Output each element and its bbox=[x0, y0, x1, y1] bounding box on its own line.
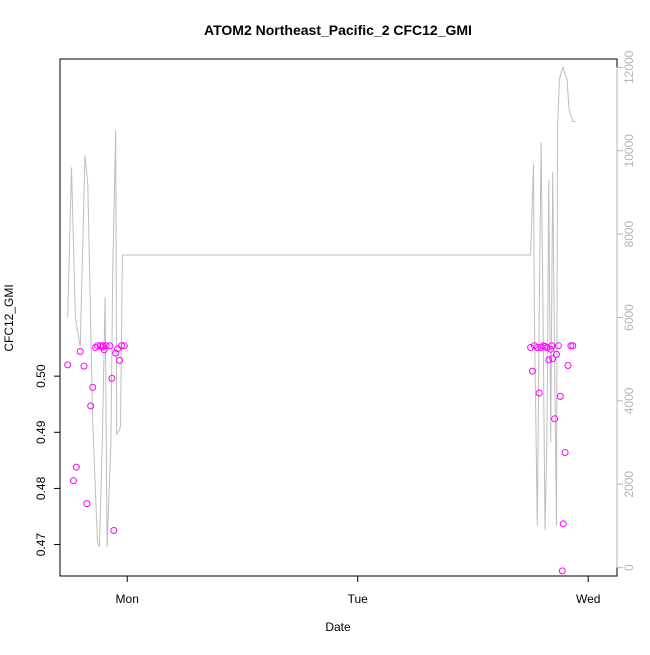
data-point bbox=[83, 500, 91, 508]
data-point bbox=[558, 567, 566, 575]
y2-tick-label: 2000 bbox=[622, 471, 636, 498]
data-point bbox=[106, 342, 114, 350]
data-point bbox=[559, 520, 567, 528]
data-point bbox=[553, 350, 560, 358]
data-point bbox=[118, 342, 125, 350]
data-point bbox=[543, 344, 551, 351]
y-tick-label: 0.49 bbox=[34, 420, 48, 444]
series-points-layer bbox=[64, 342, 577, 575]
y2-tick-label: 0 bbox=[622, 564, 636, 571]
data-point bbox=[99, 342, 107, 350]
data-point bbox=[72, 463, 80, 471]
data-point bbox=[564, 362, 572, 369]
data-point bbox=[548, 342, 556, 350]
y2-tick-label: 12000 bbox=[622, 50, 636, 84]
data-point bbox=[527, 344, 535, 351]
x-tick-label: Tue bbox=[348, 592, 369, 606]
data-point bbox=[535, 389, 543, 397]
data-point bbox=[87, 402, 95, 410]
data-point bbox=[556, 392, 564, 400]
data-point bbox=[116, 356, 123, 364]
y-tick-label: 0.47 bbox=[34, 533, 48, 557]
plot-frame bbox=[59, 58, 618, 577]
x-axis-label: Date bbox=[325, 620, 351, 634]
y-tick-label: 0.50 bbox=[34, 364, 48, 388]
data-point bbox=[108, 374, 116, 382]
data-point bbox=[529, 367, 536, 375]
x-tick-label: Wed bbox=[576, 592, 600, 606]
data-point bbox=[80, 362, 88, 370]
y-axis-label: CFC12_GMI bbox=[2, 284, 16, 351]
data-point bbox=[69, 477, 77, 485]
y2-tick-label: 6000 bbox=[622, 304, 636, 331]
data-point bbox=[76, 348, 84, 355]
chart-title: ATOM2 Northeast_Pacific_2 CFC12_GMI bbox=[204, 22, 472, 38]
data-point bbox=[567, 342, 575, 350]
data-point bbox=[547, 345, 555, 353]
y-tick-label: 0.48 bbox=[34, 476, 48, 500]
data-point bbox=[545, 356, 553, 364]
data-point bbox=[110, 527, 118, 534]
data-point bbox=[100, 346, 108, 354]
y2-tick-label: 4000 bbox=[622, 387, 636, 414]
x-tick-label: Mon bbox=[116, 592, 139, 606]
data-point bbox=[102, 342, 110, 350]
data-point bbox=[92, 344, 99, 351]
altitude-line bbox=[67, 65, 576, 548]
series-line-layer bbox=[67, 65, 576, 548]
data-point bbox=[549, 355, 557, 363]
y2-tick-label: 10000 bbox=[622, 134, 636, 168]
data-point bbox=[561, 449, 569, 456]
data-point bbox=[554, 342, 562, 350]
data-point bbox=[569, 342, 577, 350]
data-point bbox=[120, 342, 128, 350]
data-point bbox=[551, 415, 559, 423]
data-point bbox=[64, 361, 72, 369]
axes-layer: 0.47 0.48 0.49 0.50 0 2000 4000 6000 8000 10000 12… bbox=[34, 50, 636, 606]
data-point bbox=[89, 383, 97, 391]
y2-tick-label: 8000 bbox=[622, 220, 636, 247]
data-point bbox=[112, 349, 120, 357]
